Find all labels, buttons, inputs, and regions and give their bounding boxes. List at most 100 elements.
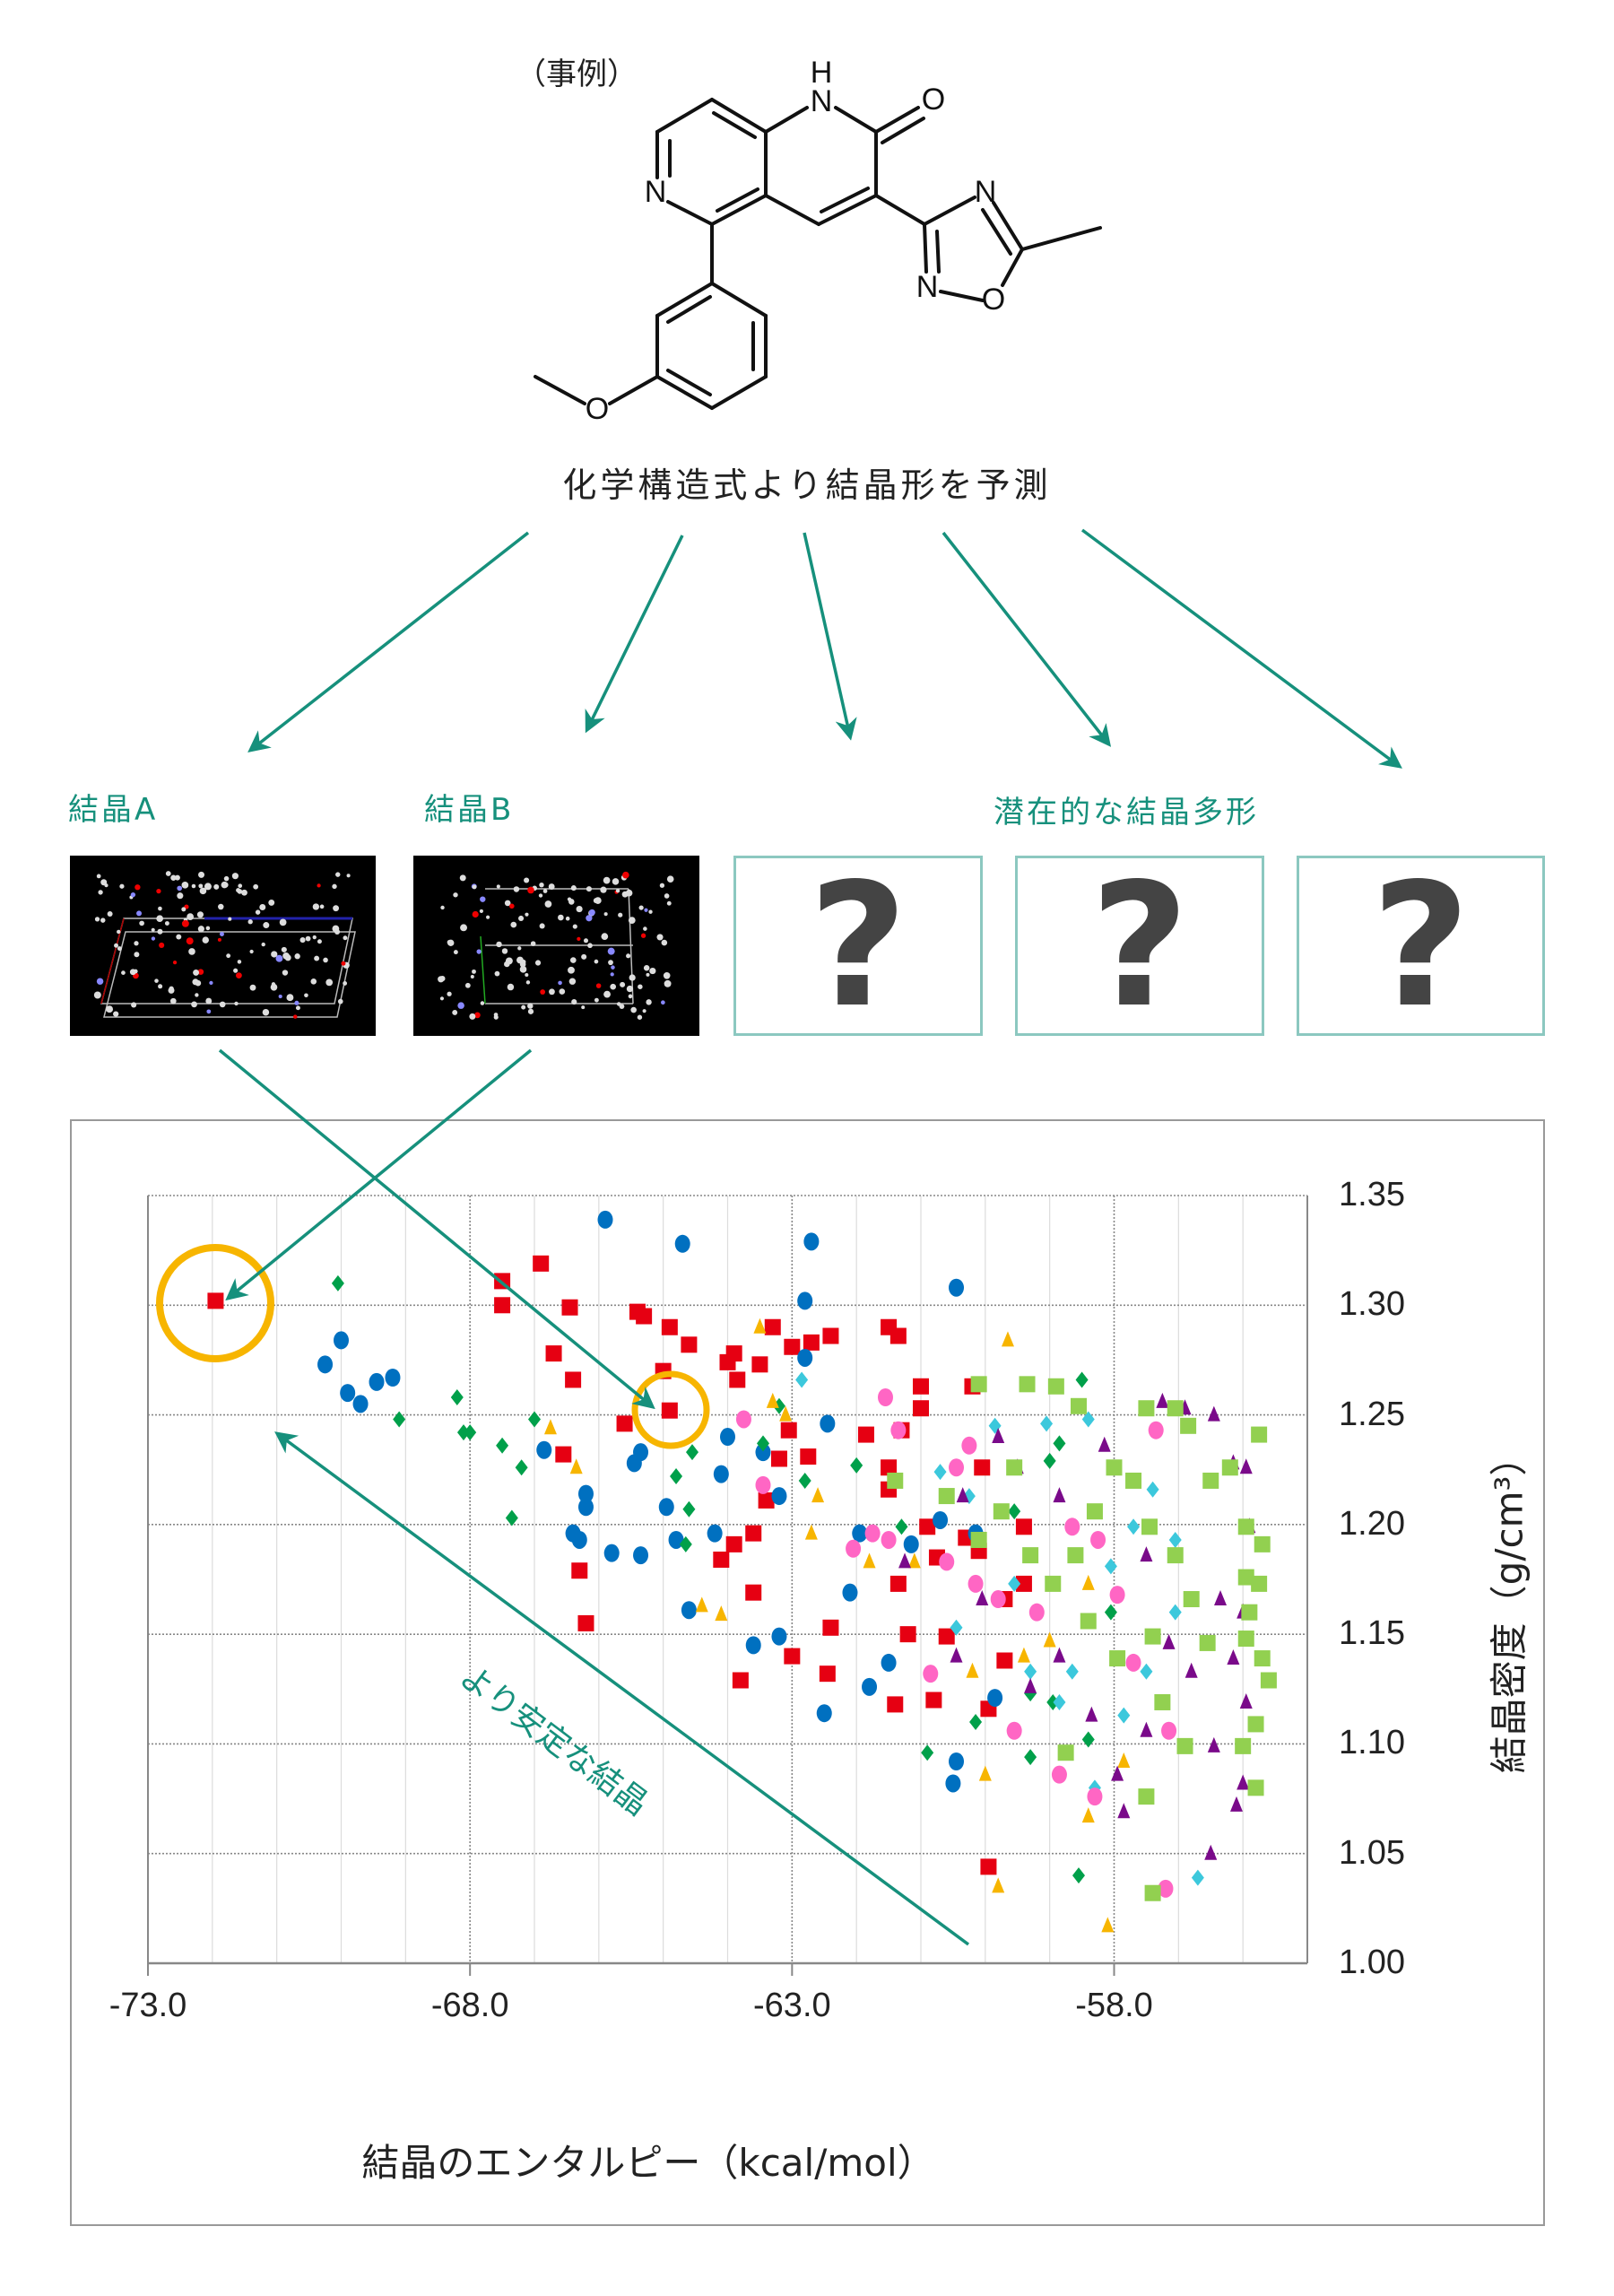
atom-dot: [317, 883, 321, 888]
atom-dot: [581, 953, 587, 960]
chart-points: [207, 1210, 1277, 1933]
data-point-triangle: [1162, 1633, 1176, 1649]
atom-dot: [271, 982, 276, 987]
atom-dot: [620, 981, 626, 987]
data-point-diamond: [1117, 1707, 1131, 1724]
atom-dot: [192, 978, 199, 986]
atom-dot: [197, 926, 204, 933]
data-point-circle: [816, 1704, 832, 1723]
data-point-square: [1260, 1672, 1277, 1689]
data-point-triangle: [1101, 1917, 1115, 1933]
atom-dot: [626, 953, 631, 959]
series-8: [887, 1376, 1277, 1901]
data-point-triangle: [1227, 1649, 1240, 1665]
atom-dot: [643, 926, 647, 931]
data-point-square: [974, 1459, 991, 1476]
atom-dot: [186, 937, 194, 945]
arrow-to-crystal-b: [585, 535, 684, 734]
data-point-diamond: [933, 1464, 947, 1481]
data-point-diamond: [450, 1389, 464, 1406]
atom-dot: [119, 883, 125, 889]
chemical-structure: H N O N O N N O: [534, 56, 1102, 426]
data-point-circle: [1090, 1530, 1106, 1549]
atom-dot: [106, 1005, 114, 1013]
data-point-square: [899, 1626, 916, 1643]
data-point-circle: [536, 1440, 552, 1459]
atom-dot: [259, 904, 266, 910]
data-point-diamond: [921, 1744, 934, 1761]
atom-dot: [312, 935, 317, 940]
data-point-diamond: [1075, 1371, 1089, 1388]
x-tick-label: -68.0: [430, 1987, 509, 2024]
atom-dot: [548, 883, 555, 890]
data-point-diamond: [496, 1437, 509, 1454]
data-point-circle: [846, 1539, 862, 1558]
atom-dot: [538, 893, 543, 898]
atom-dot: [640, 933, 646, 938]
data-point-circle: [720, 1428, 735, 1447]
data-point-square: [1199, 1634, 1216, 1651]
data-point-square: [729, 1371, 746, 1388]
data-point-diamond: [950, 1619, 963, 1636]
data-point-square: [887, 1696, 904, 1713]
atom-dot: [196, 911, 204, 918]
data-point-square: [1144, 1884, 1161, 1901]
atom-dot: [93, 991, 101, 999]
data-point-square: [745, 1525, 762, 1542]
data-point-triangle: [1001, 1331, 1014, 1347]
data-point-square: [1183, 1591, 1200, 1608]
atom-dot: [238, 883, 243, 889]
atom-dot: [268, 899, 275, 906]
chart-grid: [147, 1195, 1308, 1976]
atom-dot: [293, 1014, 298, 1019]
atom-dot: [470, 974, 474, 978]
atom-dot: [472, 910, 479, 918]
data-point-circle: [945, 1774, 961, 1793]
data-point-triangle: [956, 1487, 969, 1503]
atom-dot: [158, 906, 162, 911]
data-point-square: [1125, 1472, 1142, 1489]
atom-dot: [600, 886, 607, 893]
atom-dot: [586, 915, 593, 922]
atom-n-oxadiazole-2: N: [916, 270, 939, 304]
data-point-square: [758, 1492, 775, 1509]
unknown-polymorph-box-3: ?: [1297, 856, 1545, 1036]
data-point-square: [1247, 1779, 1264, 1796]
atom-dot: [165, 871, 171, 876]
question-mark-icon: ?: [1371, 846, 1471, 1045]
data-point-square: [751, 1356, 768, 1373]
data-point-square: [1047, 1378, 1064, 1395]
data-point-square: [719, 1353, 736, 1370]
atom-dot: [134, 952, 140, 958]
data-point-triangle: [1239, 1458, 1253, 1474]
atom-dot: [262, 1008, 270, 1016]
data-point-circle: [755, 1443, 771, 1462]
data-point-square: [1251, 1426, 1268, 1443]
question-mark-icon: ?: [808, 846, 908, 1045]
data-point-diamond: [1191, 1869, 1204, 1886]
atom-dot: [151, 927, 155, 932]
data-point-square: [681, 1336, 698, 1353]
data-point-circle: [797, 1348, 813, 1367]
atom-dot: [181, 919, 189, 927]
y-tick-label: 1.05: [1339, 1833, 1405, 1872]
data-point-triangle: [1207, 1405, 1220, 1422]
atom-dot: [626, 985, 634, 993]
data-point-square: [561, 1299, 578, 1316]
atom-dot: [539, 923, 545, 929]
atom-dot: [226, 953, 231, 959]
atom-dot: [198, 883, 204, 889]
data-point-circle: [903, 1535, 919, 1553]
data-point-square: [1241, 1604, 1258, 1621]
atom-dot: [286, 994, 294, 1002]
atom-dot: [518, 915, 525, 922]
series-3: [331, 1274, 1117, 1884]
atom-dot: [549, 988, 555, 996]
data-point-diamond: [1008, 1503, 1021, 1520]
data-point-circle: [852, 1524, 868, 1543]
x-axis-title: 結晶のエンタルピー（kcal/mol）: [361, 2141, 935, 2185]
data-point-circle: [713, 1465, 729, 1483]
stability-arrow: [274, 1431, 970, 1946]
atom-dot: [479, 909, 483, 913]
